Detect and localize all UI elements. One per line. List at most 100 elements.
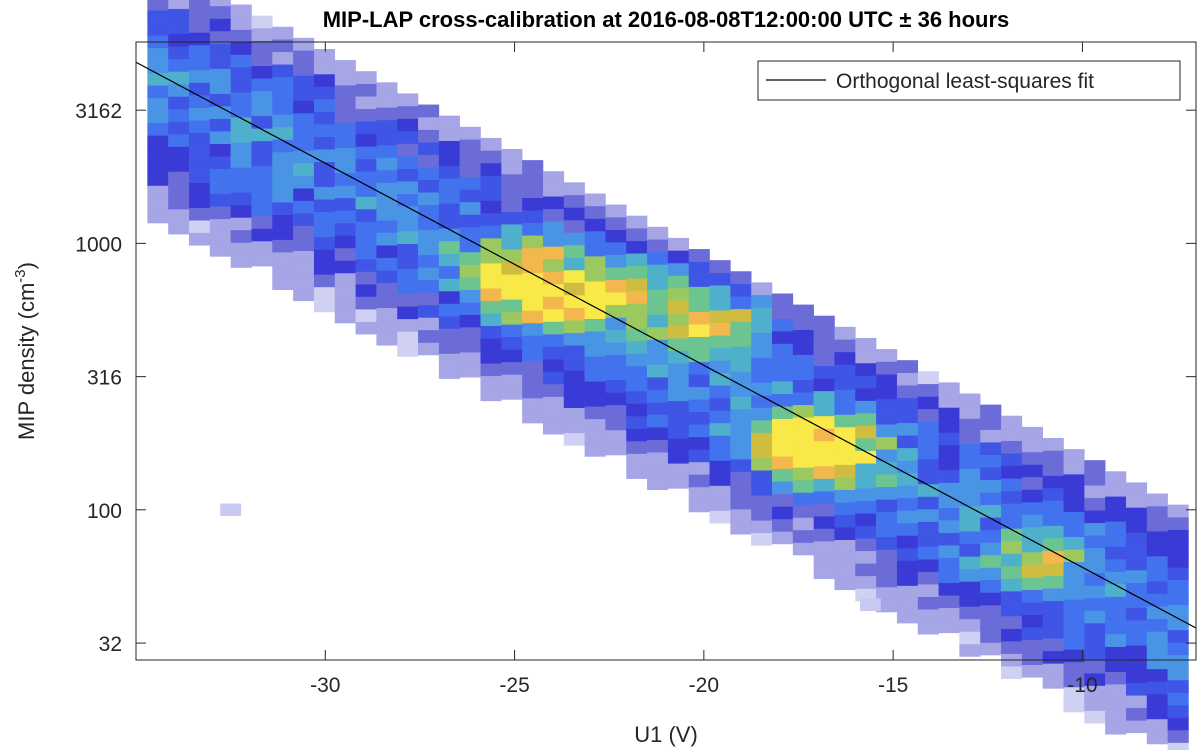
heatmap-cell <box>480 250 502 264</box>
heatmap-cell <box>896 497 919 511</box>
heatmap-cell <box>584 343 606 357</box>
heatmap-cell <box>834 414 856 428</box>
heatmap-cell <box>480 225 502 239</box>
heatmap-cell <box>605 279 627 293</box>
heatmap-cell <box>938 570 960 584</box>
heatmap-cell <box>251 65 273 79</box>
heatmap-cell <box>251 165 273 179</box>
heatmap-cell <box>1021 552 1043 565</box>
heatmap-cell <box>647 264 669 278</box>
heatmap-cell <box>1167 629 1189 643</box>
heatmap-cell <box>334 85 356 98</box>
heatmap-cell <box>480 300 502 314</box>
heatmap-cell <box>876 586 898 600</box>
heatmap-cell <box>1063 624 1085 638</box>
heatmap-cell <box>1125 707 1148 721</box>
heatmap-cell <box>563 382 585 396</box>
heatmap-cell <box>1167 529 1189 543</box>
heatmap-cell <box>938 482 960 496</box>
heatmap-cell <box>1084 660 1106 674</box>
heatmap-cell <box>1146 506 1168 519</box>
heatmap-cell <box>667 338 690 351</box>
heatmap-cell <box>584 205 606 219</box>
heatmap-cell <box>376 282 398 296</box>
heatmap-cell <box>834 577 856 591</box>
heatmap-cell <box>1021 464 1043 478</box>
heatmap-cell <box>334 110 356 124</box>
heatmap-cell <box>418 204 440 218</box>
heatmap-cell <box>189 57 211 71</box>
heatmap-cell <box>980 417 1002 430</box>
heatmap-cell <box>938 545 960 558</box>
heatmap-cell <box>459 327 481 340</box>
heatmap-cell <box>751 407 773 421</box>
heatmap-cell <box>501 199 523 212</box>
heatmap-cell <box>813 390 835 404</box>
heatmap-cell <box>189 19 211 33</box>
heatmap-cell <box>1105 721 1127 735</box>
heatmap-cell <box>917 546 939 560</box>
heatmap-cell <box>709 460 731 474</box>
heatmap-cell <box>1125 720 1148 734</box>
heatmap-cell <box>1084 585 1106 599</box>
heatmap-cell <box>605 242 627 255</box>
heatmap-cell <box>1105 558 1127 572</box>
heatmap-cell <box>189 182 211 196</box>
heatmap-cell <box>501 249 523 263</box>
heatmap-cell <box>501 174 523 187</box>
heatmap-cell <box>501 324 523 338</box>
heatmap-cell <box>688 261 710 275</box>
heatmap-cell <box>688 361 710 375</box>
heatmap-cell <box>230 104 252 118</box>
heatmap-cell <box>584 381 606 395</box>
heatmap-cell <box>334 185 356 199</box>
heatmap-cell <box>376 207 398 221</box>
heatmap-cell <box>334 210 356 224</box>
heatmap-cell <box>688 411 710 425</box>
heatmap-cell <box>1105 533 1127 547</box>
heatmap-cell <box>230 229 252 243</box>
heatmap-cell <box>1167 517 1189 530</box>
heatmap-cell <box>293 50 315 64</box>
heatmap-cell <box>230 167 252 181</box>
heatmap-cell <box>605 267 627 281</box>
heatmap-cell <box>1042 475 1064 489</box>
heatmap-cell <box>772 293 794 307</box>
heatmap-cell <box>1021 501 1043 515</box>
heatmap-cell <box>1125 532 1148 546</box>
heatmap-cell <box>626 328 648 342</box>
heatmap-cell <box>334 97 356 111</box>
heatmap-cell <box>209 81 231 94</box>
heatmap-cell <box>855 337 877 351</box>
heatmap-cell <box>1084 472 1106 486</box>
heatmap-cell <box>542 183 565 197</box>
heatmap-cell <box>334 147 356 161</box>
heatmap-cell <box>293 275 315 289</box>
heatmap-cell <box>855 350 877 364</box>
heatmap-cell <box>209 68 231 82</box>
heatmap-cell <box>563 282 585 296</box>
heatmap-cell <box>1042 550 1064 564</box>
heatmap-cell <box>1001 540 1023 554</box>
y-axis: 32 100 316 1000 3162 <box>75 100 1196 656</box>
heatmap-cell <box>834 464 856 478</box>
heatmap-cell <box>147 160 169 174</box>
heatmap-cell <box>647 251 669 265</box>
x-tick-label: -20 <box>689 674 719 697</box>
heatmap-cell <box>1167 592 1189 606</box>
heatmap-cell <box>418 142 440 155</box>
heatmap-cell <box>813 465 835 479</box>
heatmap-cell <box>334 260 356 274</box>
heatmap-cell <box>313 199 336 213</box>
heatmap-cell <box>397 118 419 132</box>
heatmap-cell <box>209 243 231 257</box>
heatmap-cell <box>251 253 273 267</box>
heatmap-cell <box>293 113 315 126</box>
heatmap-cell <box>938 495 960 508</box>
heatmap-cell <box>626 265 648 279</box>
heatmap-cell <box>980 479 1002 493</box>
heatmap-cell <box>605 417 627 431</box>
heatmap-cell <box>189 95 211 108</box>
heatmap-cell <box>1063 536 1085 550</box>
heatmap-cell <box>209 218 231 232</box>
